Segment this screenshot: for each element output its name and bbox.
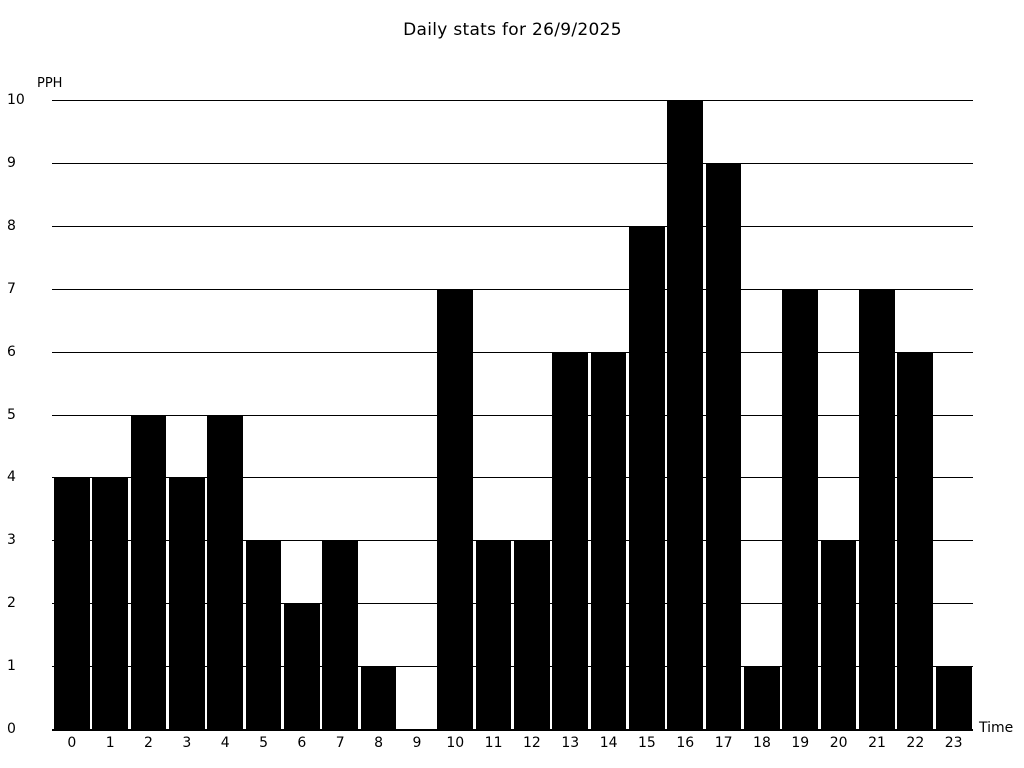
- bar-hour-19: [782, 288, 819, 729]
- x-axis-label: Time: [979, 720, 1014, 736]
- x-tick-label-8: 8: [374, 735, 384, 751]
- x-tick-label-5: 5: [259, 735, 268, 751]
- bar-hour-16: [667, 100, 704, 729]
- gridline-y5: [52, 414, 973, 416]
- x-tick-label-19: 19: [791, 735, 810, 751]
- bar-hour-22: [897, 351, 934, 729]
- bar-hour-20: [820, 540, 857, 729]
- bar-hour-12: [514, 540, 550, 729]
- gridline-y1: [52, 666, 973, 668]
- x-tick-label-6: 6: [297, 735, 307, 751]
- bar-hour-5: [245, 540, 282, 729]
- y-tick-label-4: 4: [7, 469, 16, 486]
- x-tick-label-21: 21: [868, 735, 886, 751]
- y-tick-label-2: 2: [7, 595, 16, 612]
- y-tick-label-0: 0: [7, 721, 16, 737]
- y-tick-label-3: 3: [7, 532, 16, 549]
- x-tick-label-17: 17: [714, 735, 733, 751]
- y-tick-label-7: 7: [7, 280, 16, 297]
- x-tick-label-0: 0: [67, 735, 77, 751]
- bar-hour-15: [629, 225, 665, 729]
- gridline-y3: [52, 540, 973, 542]
- y-tick-label-5: 5: [7, 406, 16, 423]
- x-tick-label-3: 3: [182, 735, 192, 751]
- x-tick-label-15: 15: [638, 735, 656, 751]
- x-tick-label-14: 14: [599, 735, 618, 751]
- bar-hour-4: [207, 414, 244, 729]
- y-tick-label-10: 10: [7, 92, 25, 108]
- bar-hour-14: [590, 351, 627, 729]
- x-tick-label-23: 23: [944, 735, 963, 751]
- x-tick-label-22: 22: [906, 735, 925, 751]
- gridline-y2: [52, 603, 973, 605]
- x-tick-label-11: 11: [484, 735, 503, 751]
- bar-hour-2: [130, 414, 167, 729]
- bar-hour-6: [284, 603, 320, 729]
- gridline-y8: [52, 225, 973, 227]
- bar-hour-3: [169, 477, 205, 729]
- bar-hour-1: [92, 477, 129, 729]
- y-tick-label-9: 9: [7, 154, 16, 171]
- x-tick-label-7: 7: [335, 735, 345, 751]
- x-tick-label-16: 16: [676, 735, 695, 751]
- gridline-y9: [52, 162, 973, 164]
- bar-hour-7: [322, 540, 359, 729]
- x-tick-label-2: 2: [144, 735, 153, 751]
- x-tick-label-10: 10: [446, 735, 465, 751]
- gridline-y6: [52, 351, 973, 353]
- y-tick-label-8: 8: [7, 217, 16, 234]
- bar-hour-11: [475, 540, 512, 729]
- bar-hour-18: [744, 666, 780, 729]
- gridline-y10: [52, 100, 973, 101]
- gridline-y7: [52, 288, 973, 290]
- bar-hour-13: [552, 351, 589, 729]
- bar-hour-21: [859, 288, 895, 729]
- bar-hour-10: [437, 288, 474, 729]
- x-tick-label-4: 4: [220, 735, 230, 751]
- x-tick-label-1: 1: [105, 735, 115, 751]
- plot-area: [52, 100, 973, 731]
- gridline-y4: [52, 477, 973, 479]
- y-axis-label: PPH: [37, 76, 63, 91]
- bar-hour-23: [935, 666, 972, 729]
- x-tick-label-12: 12: [523, 735, 541, 751]
- x-tick-label-13: 13: [561, 735, 580, 751]
- y-tick-label-6: 6: [7, 343, 16, 360]
- x-tick-label-18: 18: [753, 735, 771, 751]
- bar-hour-17: [705, 162, 742, 729]
- bar-hour-0: [54, 477, 90, 729]
- chart-title: Daily stats for 26/9/2025: [403, 20, 622, 40]
- x-tick-label-20: 20: [829, 735, 848, 751]
- x-tick-label-9: 9: [412, 735, 422, 751]
- bar-hour-8: [360, 666, 397, 729]
- y-tick-label-1: 1: [7, 658, 16, 675]
